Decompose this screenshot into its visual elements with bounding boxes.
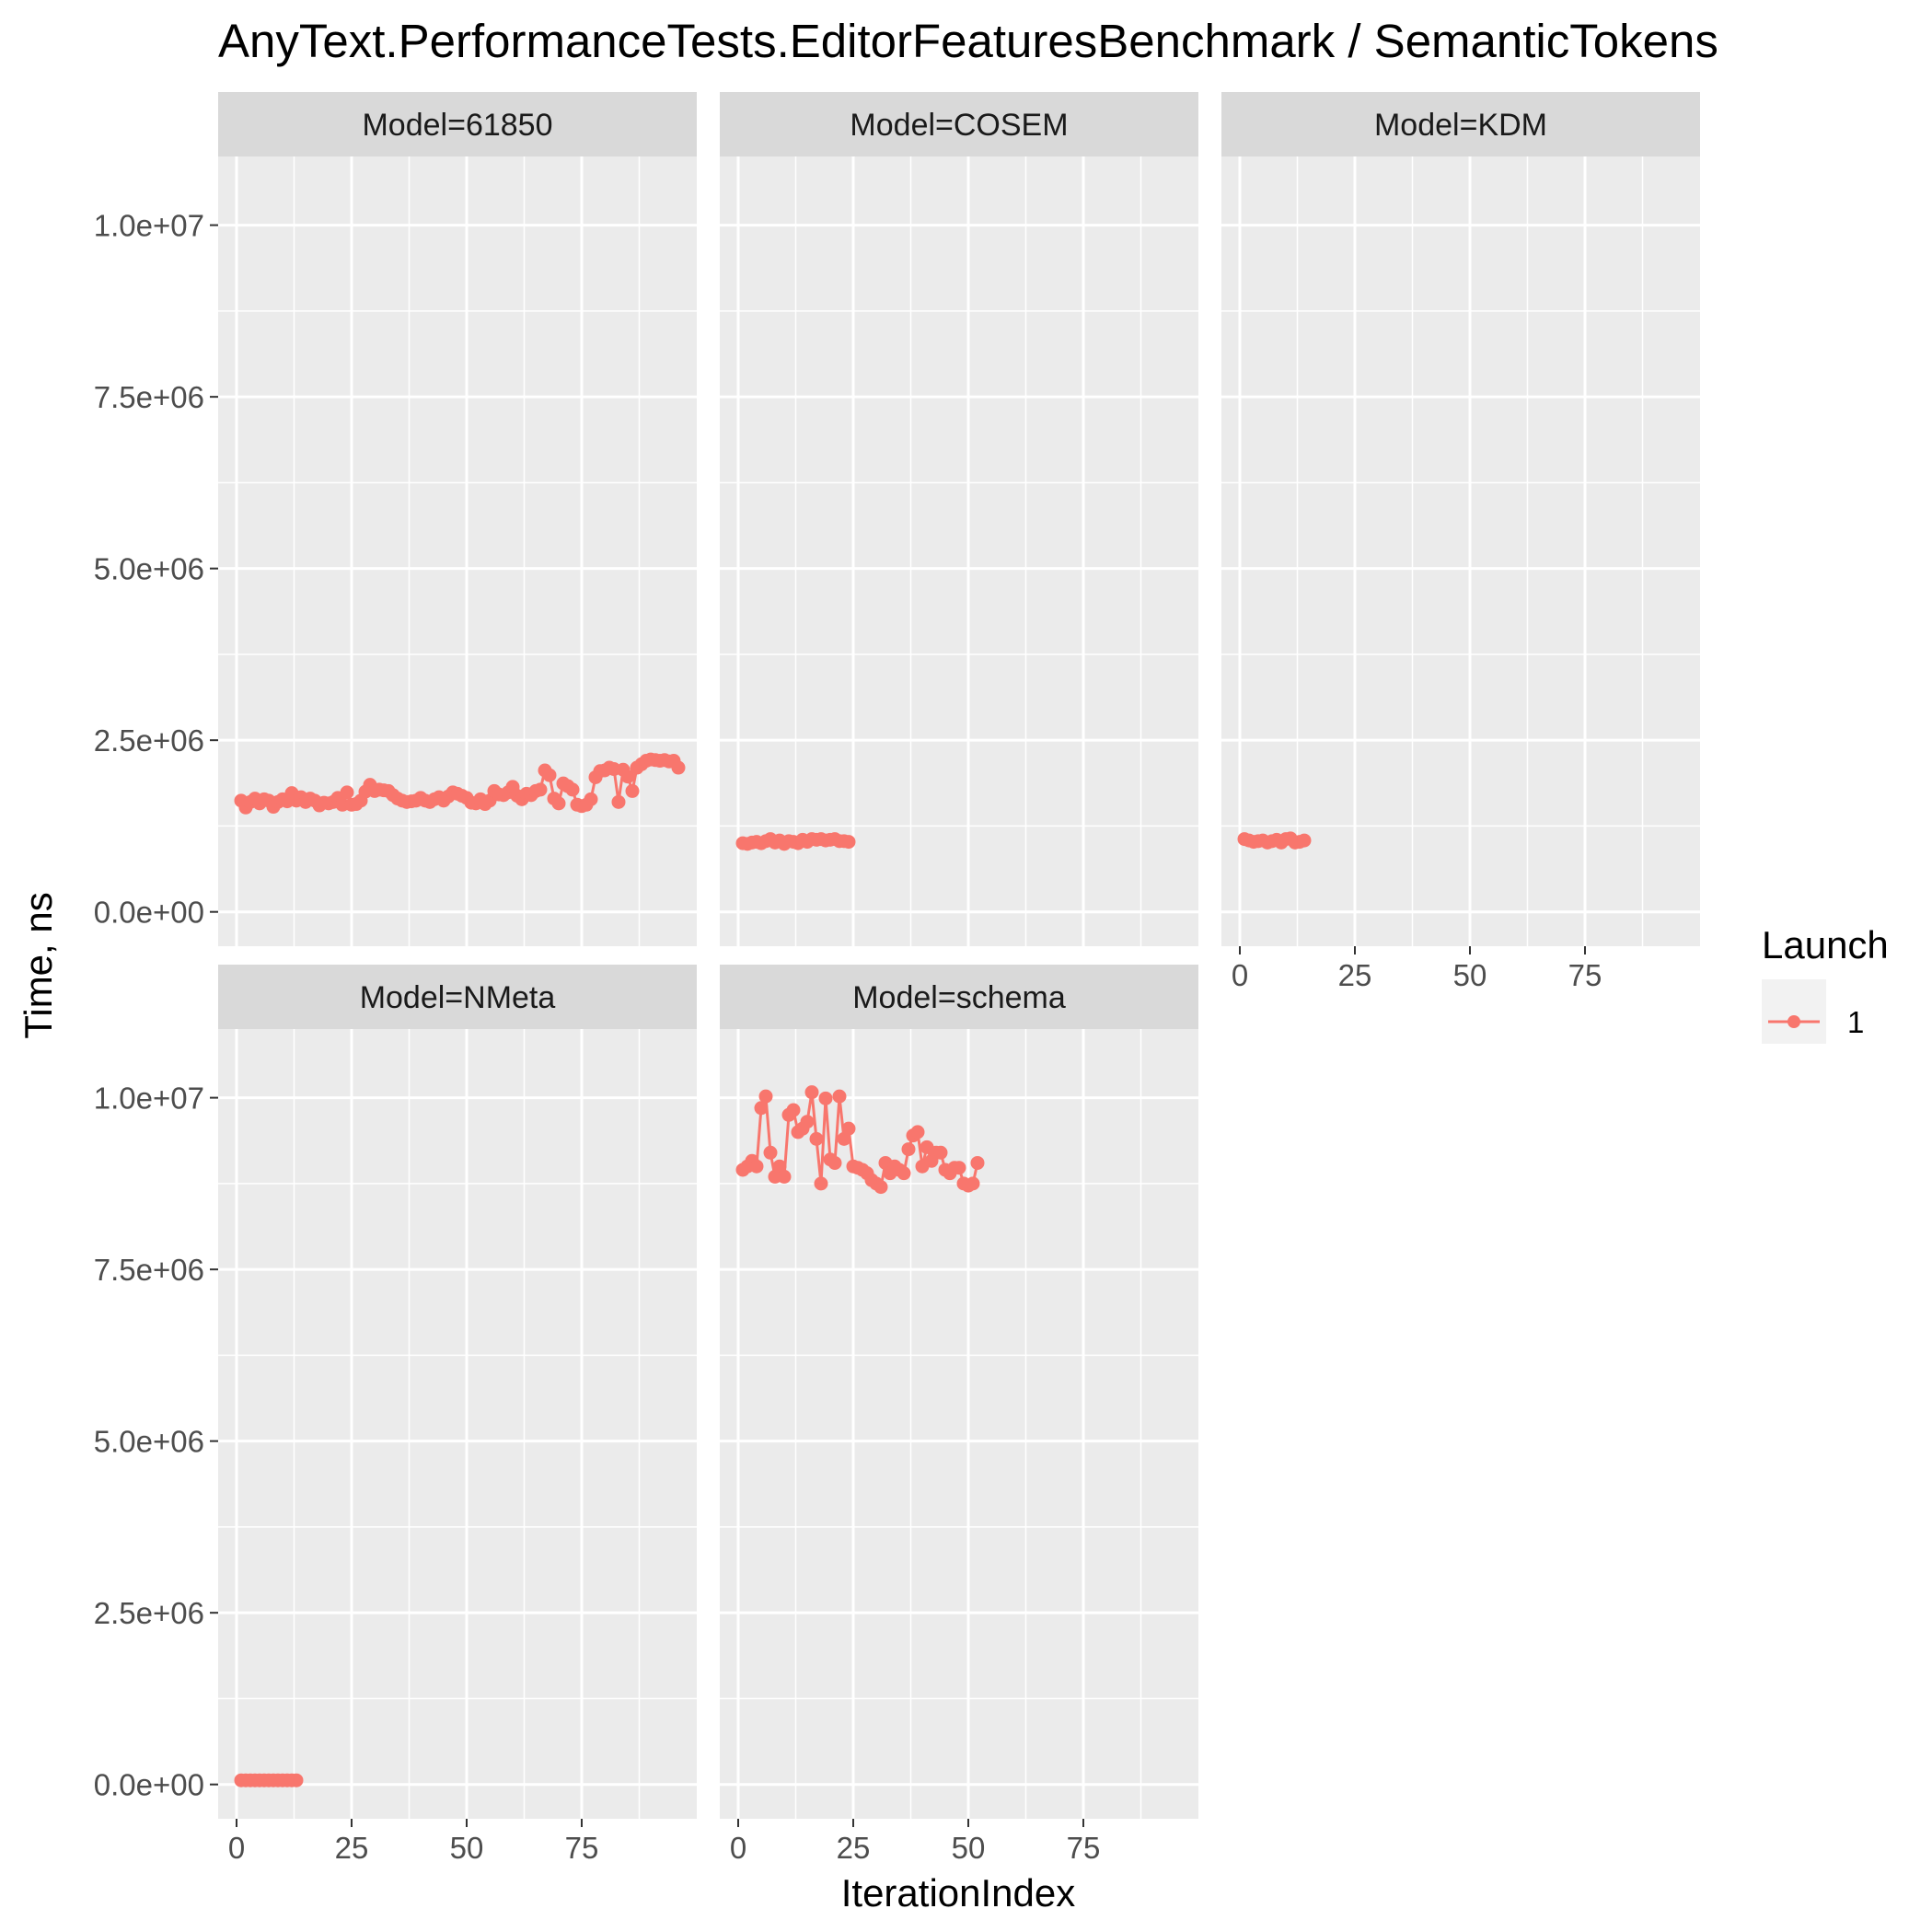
data-point — [809, 1131, 824, 1146]
facet-strip — [1221, 92, 1700, 156]
data-point — [804, 1085, 819, 1100]
data-point — [818, 1091, 833, 1105]
legend: Launch 1 — [1762, 923, 1889, 1044]
x-axis-title: IterationIndex — [841, 1871, 1076, 1915]
data-point — [584, 792, 598, 806]
x-tick-label: 50 — [1453, 958, 1487, 992]
x-tick-label: 75 — [565, 1831, 599, 1865]
data-point — [542, 768, 557, 782]
data-point — [763, 1145, 778, 1160]
facet-strip — [720, 92, 1198, 156]
data-point — [897, 1166, 911, 1181]
x-tick-label: 0 — [1232, 958, 1248, 992]
data-point — [933, 1145, 948, 1160]
facet-strip — [218, 92, 697, 156]
panel-background — [720, 1029, 1198, 1819]
data-point — [1297, 833, 1312, 848]
facet-strip-label: Model=schema — [852, 980, 1066, 1015]
y-tick-label: 0.0e+00 — [94, 1768, 204, 1802]
y-tick-label: 1.0e+07 — [94, 1082, 204, 1116]
facet-panel: Model=KDM 0 25 50 75 — [1221, 92, 1700, 992]
data-point — [827, 1155, 842, 1170]
y-axis-title: Time, ns — [17, 892, 60, 1038]
data-point — [777, 1169, 792, 1184]
data-point — [910, 1125, 925, 1140]
facet-strip-label: Model=KDM — [1374, 108, 1547, 143]
facet-panel: Model=COSEM — [720, 92, 1198, 946]
x-tick-label: 0 — [228, 1831, 245, 1865]
x-tick-label: 50 — [952, 1831, 986, 1865]
data-point — [340, 785, 354, 800]
data-point — [611, 794, 626, 809]
data-point — [749, 1159, 764, 1174]
data-point — [970, 1155, 985, 1170]
x-tick-label: 25 — [837, 1831, 871, 1865]
y-tick-label: 5.0e+06 — [94, 552, 204, 586]
data-point — [952, 1161, 966, 1175]
data-point — [901, 1142, 916, 1157]
x-tick-label: 75 — [1568, 958, 1602, 992]
y-tick-label: 2.5e+06 — [94, 723, 204, 758]
panel-background — [218, 156, 697, 946]
legend-key-background — [1762, 979, 1826, 1044]
chart-title: AnyText.PerformanceTests.EditorFeaturesB… — [218, 15, 1718, 67]
data-point — [758, 1089, 773, 1104]
data-point — [786, 1103, 801, 1117]
data-point — [533, 782, 548, 797]
facet-strip-label: Model=61850 — [362, 108, 552, 143]
data-point — [754, 1101, 769, 1116]
data-point — [841, 835, 856, 850]
y-tick-label: 1.0e+07 — [94, 209, 204, 243]
data-point — [814, 1176, 828, 1191]
data-point — [625, 783, 640, 798]
data-point — [772, 1159, 787, 1174]
x-tick-label: 0 — [730, 1831, 746, 1865]
panel-background — [720, 156, 1198, 946]
legend-label-1: 1 — [1847, 1005, 1864, 1039]
x-tick-label: 25 — [1338, 958, 1372, 992]
y-tick-label: 7.5e+06 — [94, 1253, 204, 1287]
data-point — [837, 1131, 851, 1146]
facet-panel: Model=NMeta 0.0e+00 2.5e+06 5.0e+06 7.5e+06 1… — [94, 965, 697, 1865]
data-point — [841, 1121, 856, 1136]
facet-strip-label: Model=COSEM — [850, 108, 1068, 143]
data-point — [565, 782, 580, 797]
facet-strip — [720, 965, 1198, 1029]
facet-strip — [218, 965, 697, 1029]
y-tick-label: 7.5e+06 — [94, 380, 204, 414]
legend-key-point — [1787, 1015, 1800, 1028]
y-tick-label: 0.0e+00 — [94, 896, 204, 930]
x-tick-label: 50 — [450, 1831, 484, 1865]
y-tick-label: 5.0e+06 — [94, 1425, 204, 1459]
x-tick-label: 25 — [335, 1831, 369, 1865]
facet-panels: Model=61850 0.0e+00 2.5e+06 5.0e+06 7.5e+06 1… — [94, 92, 1700, 1865]
x-tick-label: 75 — [1067, 1831, 1101, 1865]
data-point — [800, 1115, 815, 1129]
panel-background — [218, 1029, 697, 1819]
facet-strip-label: Model=NMeta — [360, 980, 556, 1015]
legend-title: Launch — [1762, 923, 1889, 966]
panel-background — [1221, 156, 1700, 946]
data-point — [873, 1180, 888, 1195]
data-point — [620, 769, 635, 784]
facet-panel: Model=schema 0 25 50 75 — [720, 965, 1198, 1865]
data-point — [289, 1773, 304, 1787]
facet-panel: Model=61850 0.0e+00 2.5e+06 5.0e+06 7.5e+06 1… — [94, 92, 697, 946]
y-tick-label: 2.5e+06 — [94, 1596, 204, 1630]
data-point — [671, 760, 686, 775]
data-point — [966, 1176, 980, 1191]
data-point — [832, 1089, 847, 1104]
data-point — [551, 796, 566, 811]
